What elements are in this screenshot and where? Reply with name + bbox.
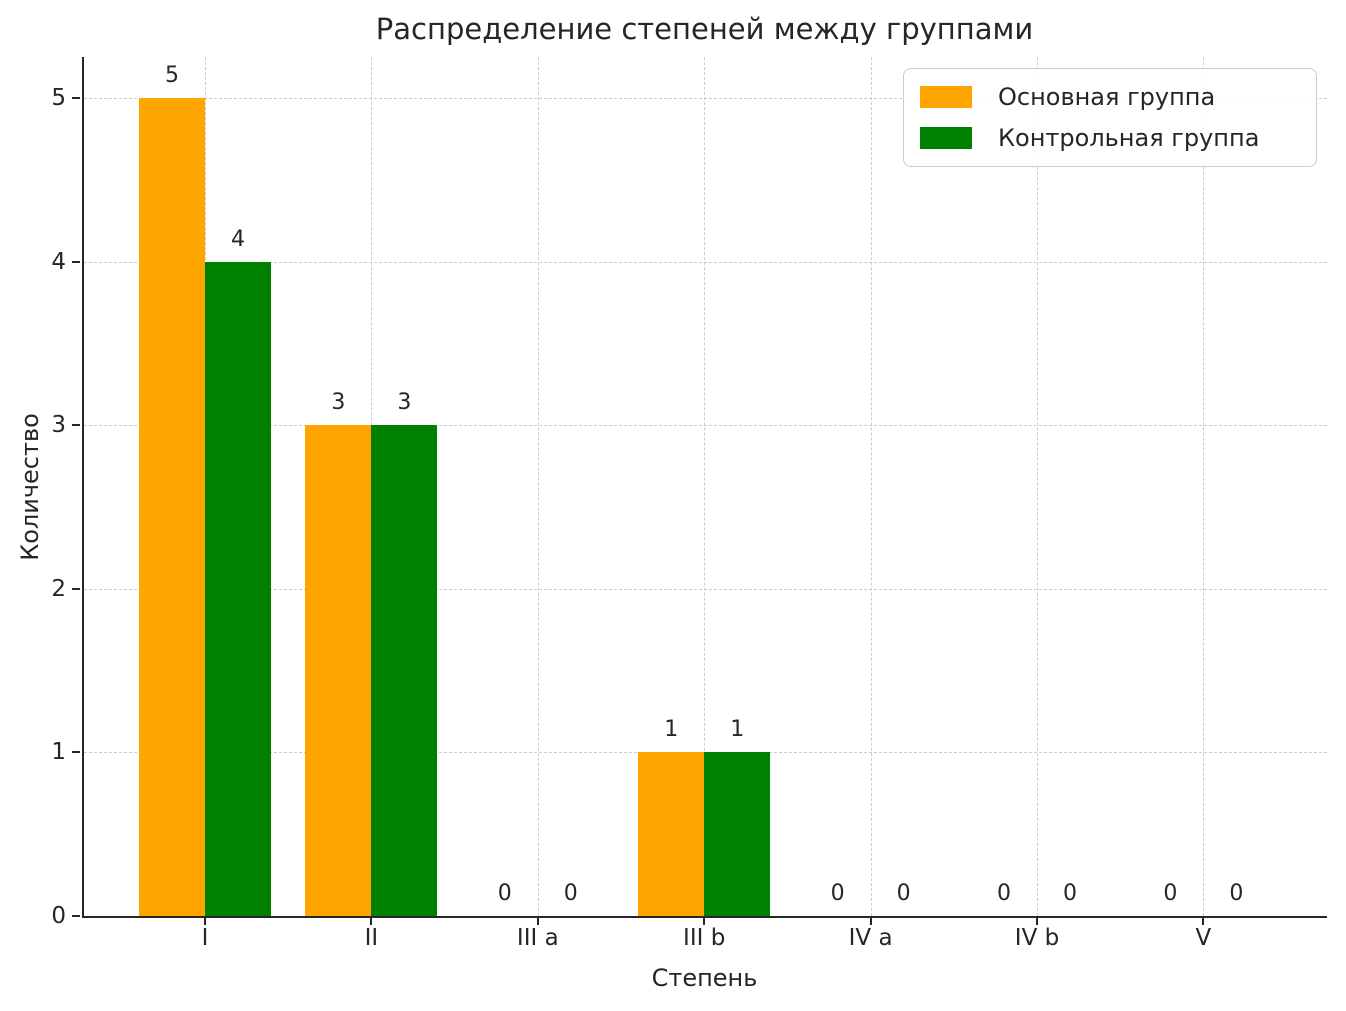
bar-value-label: 0: [1229, 881, 1244, 906]
bar-control: [205, 261, 271, 916]
x-tick-label: IV b: [1014, 925, 1060, 951]
x-axis-label: Степень: [651, 964, 758, 992]
legend: Основная группа Контрольная группа: [903, 68, 1317, 167]
y-tick-label: 3: [51, 412, 66, 439]
x-tick-label: III a: [516, 925, 559, 951]
x-axis-tick: [536, 917, 539, 925]
bar-value-label: 3: [331, 390, 346, 416]
bar-value-label: 4: [231, 226, 245, 252]
y-axis-tick: [72, 915, 80, 917]
bar-main: [139, 98, 205, 916]
y-tick-label: 1: [51, 739, 66, 766]
bar-value-label: 1: [730, 717, 745, 743]
legend-swatch: [920, 86, 972, 108]
x-tick-label: I: [201, 925, 209, 951]
y-tick-label: 4: [51, 248, 66, 275]
x-tick-label: II: [364, 925, 379, 951]
v-gridline: [870, 57, 872, 916]
v-gridline: [537, 57, 539, 916]
y-tick-label: 5: [51, 85, 66, 111]
bar-value-label: 0: [1063, 881, 1077, 906]
legend-item: Основная группа: [920, 82, 1300, 112]
bar-value-label: 0: [997, 881, 1011, 906]
y-tick-label: 0: [51, 903, 66, 929]
h-gridline: [84, 425, 1327, 427]
x-axis-tick: [1202, 917, 1205, 925]
y-axis-tick: [72, 260, 80, 263]
legend-label: Контрольная группа: [998, 124, 1260, 152]
v-gridline: [1203, 57, 1205, 916]
chart-title: Распределение степеней между группами: [375, 12, 1034, 46]
v-gridline: [704, 57, 706, 916]
bar-value-label: 0: [497, 881, 512, 906]
h-gridline: [84, 261, 1327, 263]
x-tick-label: IV a: [848, 925, 893, 951]
y-axis-tick: [72, 587, 80, 590]
x-tick-label: V: [1195, 925, 1212, 951]
bar-value-label: 0: [1163, 881, 1178, 906]
v-gridline: [1037, 57, 1038, 916]
legend-swatch: [920, 127, 972, 149]
h-gridline: [84, 98, 1327, 99]
legend-label: Основная группа: [998, 83, 1216, 111]
y-axis-tick: [72, 97, 80, 99]
x-axis-tick: [703, 917, 706, 925]
bar-value-label: 3: [397, 390, 412, 416]
x-axis-tick: [204, 917, 206, 925]
legend-item: Контрольная группа: [920, 123, 1300, 153]
x-axis-tick: [869, 917, 872, 925]
bar-main: [305, 425, 372, 916]
bar-value-label: 0: [896, 881, 911, 906]
x-tick-label: III b: [683, 925, 726, 951]
x-axis-tick: [370, 917, 373, 925]
bar-value-label: 5: [165, 63, 179, 88]
bar-value-label: 0: [563, 881, 578, 906]
y-tick-label: 2: [51, 575, 66, 602]
y-axis-tick: [72, 751, 80, 754]
bar-value-label: 1: [664, 717, 679, 743]
bar-control: [371, 425, 438, 916]
bar-control: [704, 752, 771, 916]
bar-value-label: 0: [830, 881, 845, 906]
bar-main: [638, 752, 705, 916]
h-gridline: [84, 588, 1327, 590]
y-axis-tick: [72, 424, 80, 427]
x-axis-tick: [1036, 917, 1038, 925]
